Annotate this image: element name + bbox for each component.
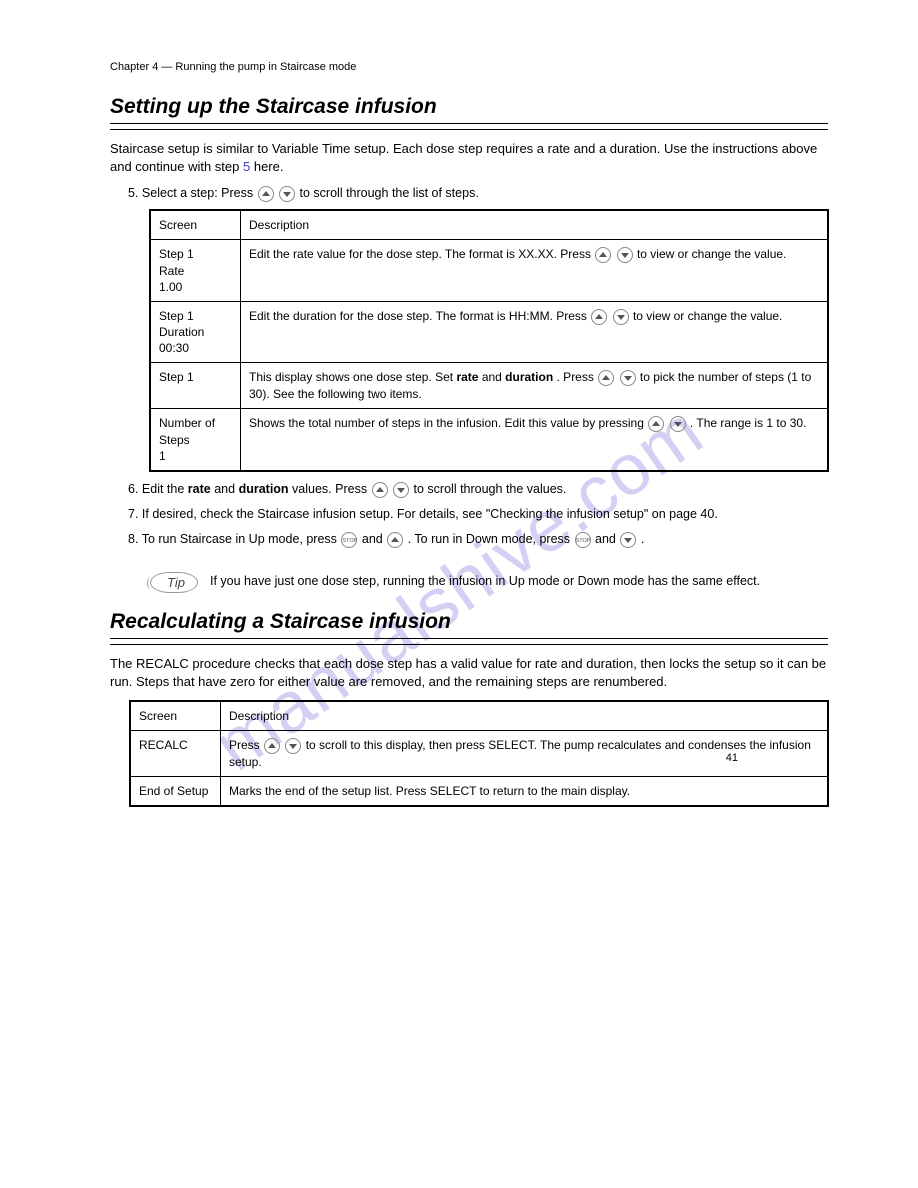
up-arrow-icon	[264, 738, 280, 754]
divider	[110, 644, 828, 645]
table-cell: Step 1	[151, 363, 241, 409]
table-header: Description	[221, 701, 828, 730]
up-arrow-icon	[648, 416, 664, 432]
table-cell: RECALC	[131, 730, 221, 776]
down-arrow-icon	[617, 247, 633, 263]
divider	[110, 129, 828, 130]
stop-icon	[575, 532, 591, 548]
stop-icon	[341, 532, 357, 548]
divider	[110, 123, 828, 124]
down-arrow-icon	[613, 309, 629, 325]
table-cell: Shows the total number of steps in the i…	[241, 409, 828, 471]
section1-desc: Staircase setup is similar to Variable T…	[110, 140, 828, 175]
table-cell: Step 1 Rate 1.00	[151, 240, 241, 302]
section1-title: Setting up the Staircase infusion	[110, 93, 828, 121]
up-arrow-icon	[372, 482, 388, 498]
up-arrow-icon	[387, 532, 403, 548]
up-arrow-icon	[598, 370, 614, 386]
table-cell: End of Setup	[131, 776, 221, 805]
down-arrow-icon	[670, 416, 686, 432]
step6: 6. Edit the rate and duration values. Pr…	[128, 481, 828, 498]
tip-badge: Tip	[150, 572, 198, 594]
divider	[110, 638, 828, 639]
section1-table: Screen Description Step 1 Rate 1.00 Edit…	[150, 210, 828, 471]
table-header: Screen	[151, 211, 241, 240]
tip-text: If you have just one dose step, running …	[210, 573, 828, 590]
down-arrow-icon	[279, 186, 295, 202]
table-cell: Step 1 Duration 00:30	[151, 301, 241, 363]
step7: 7. If desired, check the Staircase infus…	[128, 506, 828, 523]
table-cell: Marks the end of the setup list. Press S…	[221, 776, 828, 805]
table-cell: Edit the duration for the dose step. The…	[241, 301, 828, 363]
down-arrow-icon	[393, 482, 409, 498]
table-cell: Edit the rate value for the dose step. T…	[241, 240, 828, 302]
table-cell: Number of Steps 1	[151, 409, 241, 471]
page-number: 41	[726, 751, 738, 766]
step5: 5. Select a step: Press to scroll throug…	[128, 185, 828, 202]
step-link[interactable]: 5	[243, 159, 250, 174]
up-arrow-icon	[595, 247, 611, 263]
down-arrow-icon	[620, 532, 636, 548]
section2-table: Screen Description RECALC Press to scrol…	[130, 701, 828, 806]
down-arrow-icon	[620, 370, 636, 386]
up-arrow-icon	[591, 309, 607, 325]
page-header: Chapter 4 — Running the pump in Staircas…	[110, 60, 828, 75]
table-header: Description	[241, 211, 828, 240]
up-arrow-icon	[258, 186, 274, 202]
section2-desc: The RECALC procedure checks that each do…	[110, 655, 828, 690]
table-header: Screen	[131, 701, 221, 730]
down-arrow-icon	[285, 738, 301, 754]
section2-title: Recalculating a Staircase infusion	[110, 608, 828, 636]
step8: 8. To run Staircase in Up mode, press an…	[128, 531, 828, 548]
table-cell: This display shows one dose step. Set ra…	[241, 363, 828, 409]
